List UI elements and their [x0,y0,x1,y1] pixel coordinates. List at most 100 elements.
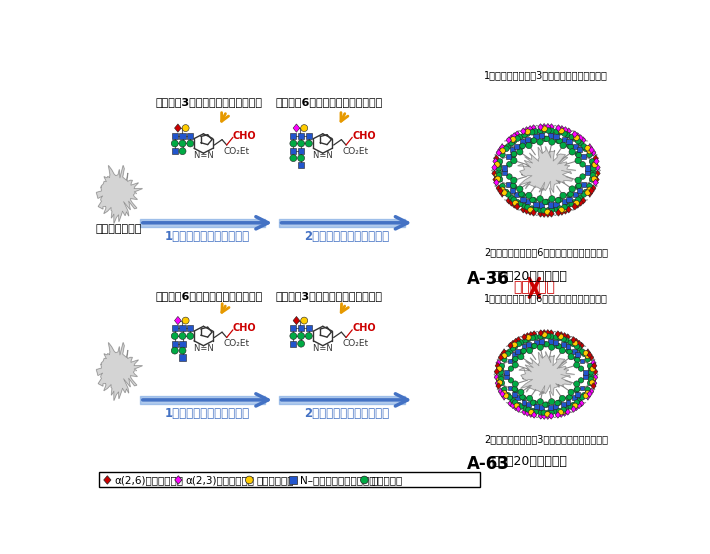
Circle shape [510,152,516,158]
Circle shape [574,362,580,368]
Circle shape [579,366,584,371]
Polygon shape [587,352,592,358]
Circle shape [575,157,581,164]
Circle shape [589,370,594,375]
Circle shape [562,129,567,135]
Circle shape [576,136,581,142]
Circle shape [572,341,578,346]
Bar [290,476,297,484]
Circle shape [544,402,550,407]
Polygon shape [578,199,584,206]
Polygon shape [556,125,561,131]
Bar [515,395,520,400]
Text: 全部で20分子の糖鎖: 全部で20分子の糖鎖 [492,455,567,468]
Circle shape [499,380,505,386]
Circle shape [592,173,598,179]
Circle shape [495,176,501,182]
Text: N–アセチルグルコサミン: N–アセチルグルコサミン [300,475,376,485]
Circle shape [557,334,563,339]
Circle shape [496,170,502,176]
Circle shape [520,394,525,400]
Circle shape [585,387,590,392]
Bar [547,405,552,410]
Circle shape [513,135,518,141]
Circle shape [512,386,518,392]
Circle shape [496,172,502,178]
Circle shape [496,366,502,372]
Circle shape [545,332,550,337]
Polygon shape [556,209,561,216]
Circle shape [512,362,518,368]
Polygon shape [508,135,514,141]
Bar [547,339,552,344]
Circle shape [500,183,506,189]
Text: CHO: CHO [352,131,376,141]
Polygon shape [542,330,547,336]
Polygon shape [522,334,527,340]
Bar [533,202,539,207]
Circle shape [522,203,528,209]
Polygon shape [537,211,543,217]
Circle shape [496,366,502,372]
Polygon shape [525,410,530,417]
Circle shape [525,142,532,148]
Circle shape [513,400,518,405]
Polygon shape [516,406,521,412]
Circle shape [557,408,562,414]
Circle shape [523,338,528,343]
Polygon shape [511,202,517,208]
Circle shape [579,394,585,400]
Circle shape [571,341,576,347]
Circle shape [532,343,537,348]
Circle shape [498,367,504,372]
Text: CO₂Et: CO₂Et [224,339,250,348]
Circle shape [576,183,581,188]
Circle shape [518,134,523,140]
Polygon shape [500,190,505,197]
Circle shape [518,201,523,207]
Bar [567,197,572,202]
Polygon shape [97,166,143,223]
Bar [581,182,586,187]
Circle shape [542,199,548,205]
Circle shape [561,409,566,414]
Circle shape [549,399,555,405]
Circle shape [568,144,574,150]
Polygon shape [562,410,567,417]
Circle shape [532,401,537,406]
Circle shape [521,348,526,353]
Bar [553,202,559,207]
Circle shape [557,410,563,415]
Polygon shape [545,124,551,130]
Polygon shape [549,124,555,131]
Circle shape [545,209,550,215]
Circle shape [542,332,547,337]
Circle shape [581,143,586,149]
Polygon shape [589,187,594,194]
Text: N⁠=⁠N: N⁠=⁠N [194,344,213,353]
Circle shape [510,177,517,183]
Circle shape [579,349,585,354]
Circle shape [496,377,502,383]
Polygon shape [500,352,505,358]
Polygon shape [508,342,513,349]
Polygon shape [510,340,515,347]
Circle shape [542,412,547,417]
Polygon shape [591,360,596,366]
Polygon shape [511,132,517,140]
Circle shape [586,183,592,189]
Circle shape [589,380,595,386]
Circle shape [555,401,560,406]
Circle shape [567,394,572,400]
Polygon shape [545,413,550,419]
Circle shape [560,142,567,148]
Circle shape [545,332,550,337]
Polygon shape [506,197,512,204]
Circle shape [577,137,582,142]
Polygon shape [538,330,543,336]
Circle shape [541,209,547,215]
Circle shape [574,201,579,206]
Text: 2回目に導入された3の糖鎖コンビネーション: 2回目に導入された3の糖鎖コンビネーション [484,434,608,444]
Bar [581,154,586,159]
Polygon shape [555,331,560,337]
